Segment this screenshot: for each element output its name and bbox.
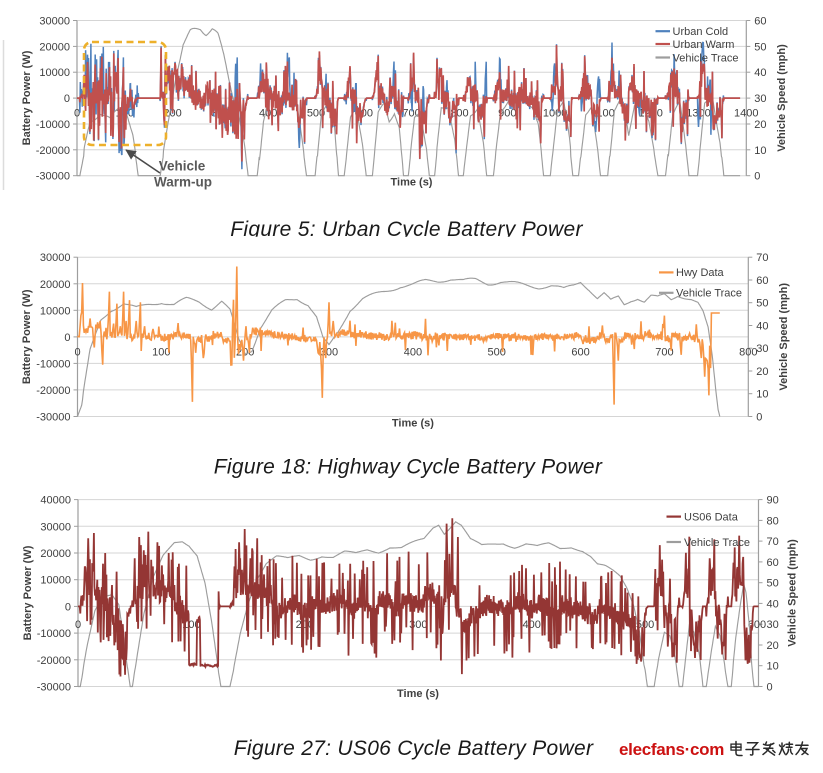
svg-text:50: 50 <box>756 298 768 310</box>
svg-text:1000: 1000 <box>543 107 567 119</box>
svg-text:Vehicle: Vehicle <box>159 159 206 174</box>
svg-text:Time (s): Time (s) <box>392 418 434 430</box>
svg-text:30000: 30000 <box>40 521 71 533</box>
svg-text:30: 30 <box>767 619 779 631</box>
svg-text:10: 10 <box>756 389 768 401</box>
svg-text:30000: 30000 <box>40 252 71 264</box>
svg-text:60: 60 <box>767 557 779 569</box>
svg-text:80: 80 <box>767 515 779 527</box>
svg-text:0: 0 <box>65 601 71 613</box>
svg-text:-30000: -30000 <box>36 171 70 183</box>
svg-text:500: 500 <box>307 107 325 119</box>
svg-text:20000: 20000 <box>39 41 70 53</box>
svg-text:200: 200 <box>296 619 314 631</box>
svg-text:Battery Power (W): Battery Power (W) <box>21 289 33 384</box>
svg-text:-10000: -10000 <box>36 358 70 370</box>
svg-text:Vehicle Speed (mph): Vehicle Speed (mph) <box>776 44 788 152</box>
svg-text:10: 10 <box>767 661 779 673</box>
svg-text:0: 0 <box>74 107 80 119</box>
svg-text:0: 0 <box>756 412 762 424</box>
svg-text:60: 60 <box>754 16 766 28</box>
svg-text:0: 0 <box>767 682 773 694</box>
svg-text:-10000: -10000 <box>37 628 71 640</box>
svg-text:Time (s): Time (s) <box>397 688 439 700</box>
svg-text:20: 20 <box>767 640 779 652</box>
svg-text:50: 50 <box>754 41 766 53</box>
svg-text:Vehicle Speed (mph): Vehicle Speed (mph) <box>787 539 799 647</box>
svg-text:-20000: -20000 <box>37 655 71 667</box>
svg-text:400: 400 <box>404 347 422 359</box>
svg-text:Urban Cold: Urban Cold <box>673 26 729 38</box>
svg-text:Battery Power (W): Battery Power (W) <box>22 545 34 640</box>
svg-text:20000: 20000 <box>40 279 71 291</box>
svg-text:Vehicle Speed (mph): Vehicle Speed (mph) <box>778 283 790 391</box>
svg-text:90: 90 <box>767 495 779 507</box>
svg-text:70: 70 <box>767 536 779 548</box>
svg-text:-10000: -10000 <box>36 119 70 131</box>
svg-text:40000: 40000 <box>40 495 71 507</box>
svg-text:Battery Power (W): Battery Power (W) <box>21 50 33 145</box>
svg-text:-30000: -30000 <box>37 682 71 694</box>
svg-text:0: 0 <box>754 171 760 183</box>
svg-text:10: 10 <box>754 145 766 157</box>
svg-text:10000: 10000 <box>39 67 70 79</box>
svg-text:0: 0 <box>64 332 70 344</box>
svg-text:700: 700 <box>655 347 673 359</box>
svg-text:70: 70 <box>756 252 768 264</box>
svg-text:Vehicle Trace: Vehicle Trace <box>673 52 739 64</box>
svg-text:elecfans·com: elecfans·com <box>619 740 724 759</box>
svg-text:100: 100 <box>182 619 200 631</box>
svg-text:40: 40 <box>767 598 779 610</box>
svg-text:20000: 20000 <box>40 548 71 560</box>
svg-text:-20000: -20000 <box>36 385 70 397</box>
svg-text:800: 800 <box>739 347 757 359</box>
svg-text:0: 0 <box>75 619 81 631</box>
svg-text:10000: 10000 <box>40 575 71 587</box>
svg-text:30: 30 <box>756 343 768 355</box>
svg-text:30: 30 <box>754 93 766 105</box>
svg-text:100: 100 <box>152 347 170 359</box>
svg-text:60: 60 <box>756 275 768 287</box>
svg-text:-20000: -20000 <box>36 145 70 157</box>
svg-text:400: 400 <box>523 619 541 631</box>
svg-text:Vehicle Trace: Vehicle Trace <box>676 288 742 300</box>
svg-text:1400: 1400 <box>734 107 758 119</box>
svg-text:30000: 30000 <box>39 16 70 28</box>
svg-text:Warm-up: Warm-up <box>154 175 212 190</box>
svg-text:Figure 5: Urban Cycle Battery: Figure 5: Urban Cycle Battery Power <box>230 218 583 241</box>
svg-text:10000: 10000 <box>40 305 71 317</box>
svg-text:Urban Warm: Urban Warm <box>673 39 735 51</box>
svg-text:500: 500 <box>488 347 506 359</box>
svg-text:50: 50 <box>767 578 779 590</box>
svg-text:20: 20 <box>756 366 768 378</box>
svg-text:20: 20 <box>754 119 766 131</box>
svg-text:Figure 27: US06 Cycle Battery: Figure 27: US06 Cycle Battery Power <box>234 737 594 760</box>
svg-text:Figure 18: Highway Cycle Batte: Figure 18: Highway Cycle Battery Power <box>214 456 603 479</box>
svg-text:0: 0 <box>74 347 80 359</box>
svg-text:Hwy Data: Hwy Data <box>676 267 725 279</box>
svg-text:-30000: -30000 <box>36 412 70 424</box>
svg-text:Vehicle Trace: Vehicle Trace <box>684 537 750 549</box>
svg-text:40: 40 <box>754 67 766 79</box>
svg-text:0: 0 <box>64 93 70 105</box>
svg-text:600: 600 <box>571 347 589 359</box>
svg-text:US06 Data: US06 Data <box>684 511 739 523</box>
svg-text:40: 40 <box>756 321 768 333</box>
svg-text:Time (s): Time (s) <box>391 177 433 189</box>
